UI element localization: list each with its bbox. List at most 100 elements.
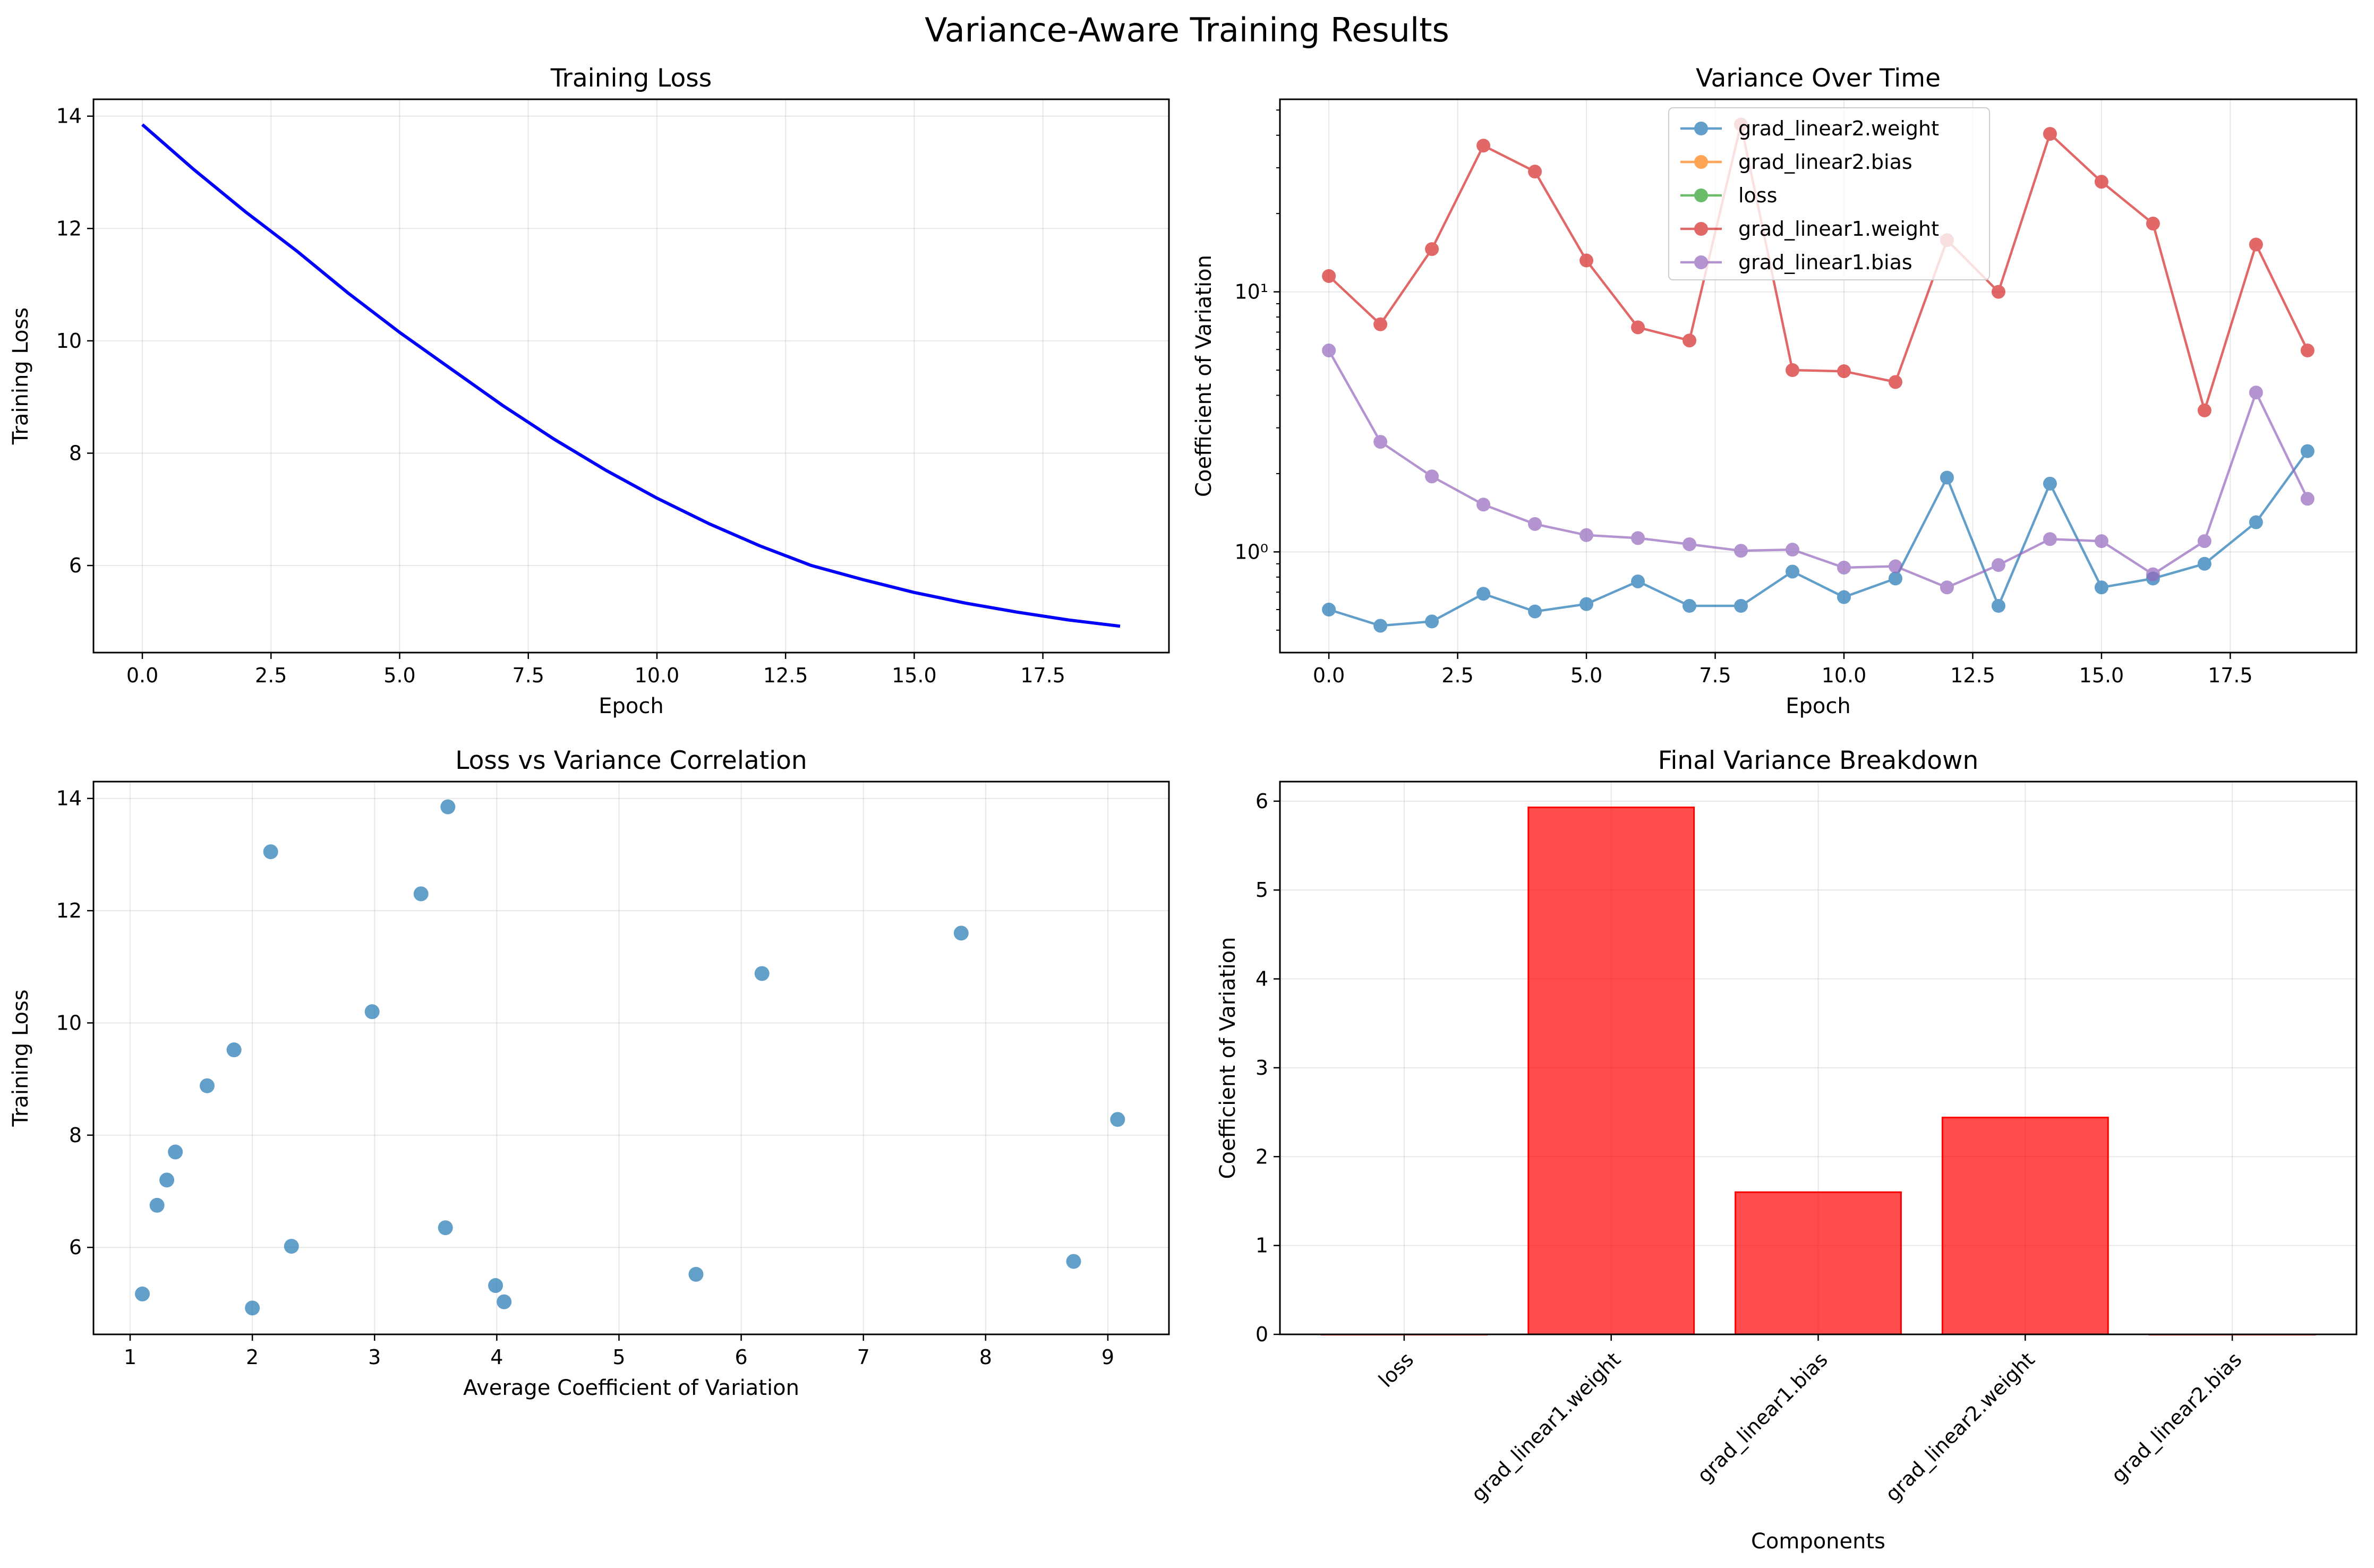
- x-tick-label: 15.0: [892, 664, 937, 687]
- y-tick-label: 10¹: [1234, 280, 1268, 304]
- bar-grad-linear1-weight: [1527, 807, 1695, 1335]
- scatter-point: [135, 1286, 150, 1301]
- scatter-point: [488, 1278, 503, 1293]
- y-tick-label: 6: [69, 554, 82, 577]
- series-grad-linear1-weight: [1322, 117, 2315, 417]
- legend-dot: [1694, 188, 1708, 202]
- y-tick-label: 14: [56, 105, 82, 128]
- scatter-point: [364, 1004, 380, 1019]
- data-point: [1476, 139, 1491, 153]
- bar-grad-linear1-bias: [1735, 1191, 1902, 1335]
- y-tick-label: 12: [56, 217, 82, 240]
- legend-label: grad_linear2.bias: [1738, 150, 1912, 174]
- data-point: [2146, 567, 2160, 581]
- x-tick-label: 10.0: [635, 664, 680, 687]
- data-point: [2043, 476, 2057, 491]
- x-tick-label: 7: [857, 1346, 870, 1369]
- y-tick-label: 4: [1256, 967, 1268, 991]
- axes-title: Training Loss: [550, 64, 712, 93]
- x-tick-label: 5.0: [383, 664, 415, 687]
- scatter-point: [754, 966, 770, 981]
- y-tick-label: 14: [56, 787, 82, 810]
- legend-dot: [1694, 222, 1708, 236]
- data-point: [1322, 344, 1336, 358]
- y-tick-label: 8: [69, 441, 82, 465]
- series-line: [1328, 124, 2309, 415]
- data-point: [2197, 403, 2211, 417]
- x-tick-label: 3: [368, 1346, 381, 1369]
- axes-frame: [92, 98, 1170, 654]
- x-tick-label: 0.0: [126, 664, 158, 687]
- scatter-point: [226, 1042, 242, 1058]
- data-point: [1683, 333, 1697, 348]
- data-point: [1888, 375, 1902, 389]
- x-tick-label: 0.0: [1313, 664, 1345, 687]
- series-grad-linear2-weight: [1322, 444, 2315, 633]
- legend: grad_linear2.weight grad_linear2.biasloss…: [1668, 107, 1990, 280]
- axes-title: Loss vs Variance Correlation: [455, 746, 807, 775]
- data-point: [2249, 237, 2263, 252]
- y-tick-label: 10: [56, 329, 82, 353]
- data-point: [2249, 385, 2263, 400]
- legend-box: [1668, 107, 1990, 280]
- axes-title: Variance Over Time: [1696, 64, 1941, 93]
- y-tick-label: 10: [56, 1011, 82, 1034]
- data-point: [1991, 599, 2005, 613]
- data-point: [1425, 469, 1439, 484]
- legend-dot: [1694, 122, 1708, 135]
- data-point: [1734, 599, 1748, 613]
- series-line: [1328, 450, 2309, 627]
- data-point: [1322, 269, 1336, 283]
- data-point: [1837, 590, 1851, 604]
- scatter-point: [149, 1197, 165, 1213]
- data-point: [2043, 532, 2057, 546]
- data-point: [1991, 285, 2005, 299]
- data-point: [2094, 580, 2108, 595]
- x-tick-label: 2.5: [255, 664, 287, 687]
- x-tick-label: 12.5: [763, 664, 808, 687]
- data-point: [1528, 165, 1542, 179]
- scatter-point: [438, 1220, 453, 1236]
- data-point: [2197, 556, 2211, 571]
- y-tick-label: 8: [69, 1124, 82, 1147]
- data-point: [1631, 574, 1645, 588]
- scatter-point: [159, 1172, 175, 1188]
- data-point: [2300, 492, 2315, 506]
- data-point: [1373, 435, 1388, 449]
- data-point: [2300, 344, 2315, 358]
- data-point: [1322, 603, 1336, 617]
- data-point: [1631, 531, 1645, 545]
- x-axis-label: Epoch: [1786, 694, 1850, 718]
- data-point: [1940, 470, 1954, 485]
- y-axis-label: Training Loss: [8, 307, 33, 445]
- legend-label: loss: [1738, 184, 1777, 207]
- scatter-point: [263, 844, 278, 860]
- data-point: [1631, 320, 1645, 335]
- legend-marker: [1680, 122, 1722, 135]
- legend-label: grad_linear1.weight: [1738, 217, 1939, 241]
- y-axis-label: Training Loss: [8, 989, 33, 1127]
- legend-marker: [1680, 188, 1722, 202]
- scatter-point: [245, 1300, 260, 1316]
- y-tick-label: 1: [1256, 1234, 1268, 1257]
- x-axis-label: Epoch: [599, 694, 663, 718]
- series-line: [1328, 349, 2309, 589]
- x-tick-label: 17.5: [1020, 664, 1065, 687]
- data-point: [2094, 175, 2108, 189]
- y-axis-label: Coefficient of Variation: [1216, 937, 1240, 1179]
- data-point: [2300, 444, 2315, 458]
- data-point: [1991, 558, 2005, 572]
- x-tick-label: 5: [612, 1346, 625, 1369]
- y-tick-label: 5: [1256, 878, 1268, 902]
- data-point: [1786, 543, 1800, 557]
- x-tick-label: 4: [490, 1346, 503, 1369]
- legend-label: grad_linear2.weight: [1738, 117, 1939, 140]
- x-tick-label: 7.5: [1699, 664, 1731, 687]
- x-tick-label: 1: [124, 1346, 136, 1369]
- data-point: [2043, 127, 2057, 141]
- y-tick-label: 6: [1256, 790, 1268, 813]
- y-tick-label: 10⁰: [1234, 540, 1268, 563]
- x-tick-label: 17.5: [2208, 664, 2253, 687]
